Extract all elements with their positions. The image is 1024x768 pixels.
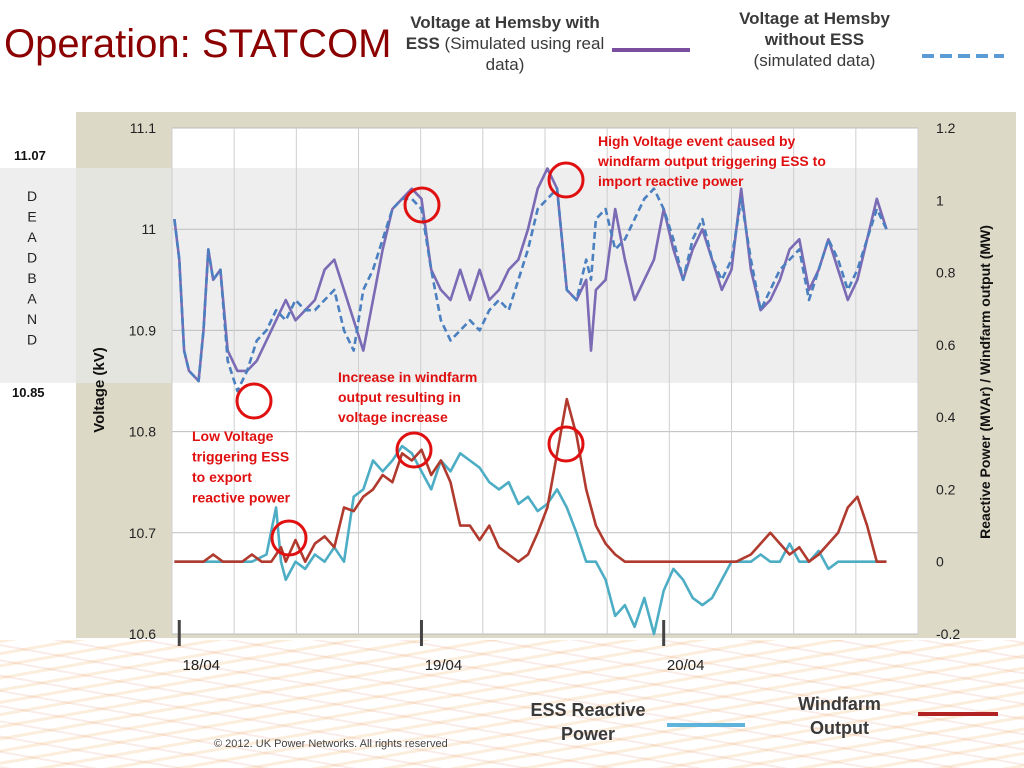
annotation-line: output resulting in bbox=[338, 389, 461, 405]
deadband-letter: N bbox=[27, 311, 37, 327]
annotation-high-voltage: High Voltage event caused by windfarm out… bbox=[597, 133, 826, 189]
annotation-low-voltage: Low Voltage triggering ESS to export reacti… bbox=[192, 428, 291, 506]
y2-tick-label: 0.6 bbox=[936, 337, 956, 353]
y-axis-label: Voltage (kV) bbox=[91, 347, 108, 433]
copyright: © 2012. UK Power Networks. All rights re… bbox=[214, 738, 448, 750]
annotation-line: High Voltage event caused by bbox=[598, 133, 796, 149]
annotation-line: reactive power bbox=[192, 490, 291, 506]
legend-ess-reactive: ESS Reactive Power bbox=[508, 698, 668, 746]
highlight-circle bbox=[547, 425, 585, 463]
legend-windfarm-label: Windfarm Output bbox=[798, 694, 881, 738]
legend-without-ess-title: Voltage at Hemsby without ESS bbox=[739, 9, 890, 49]
legend-with-ess: Voltage at Hemsby with ESS (Simulated us… bbox=[400, 12, 610, 75]
annotation-line: import reactive power bbox=[598, 173, 744, 189]
x-tick-label: 20/04 bbox=[667, 657, 705, 674]
deadband-letter: D bbox=[27, 250, 37, 266]
y-tick-label: 10.6 bbox=[129, 626, 156, 642]
y2-tick-label: 0 bbox=[936, 554, 944, 570]
deadband-upper: 11.07 bbox=[14, 148, 46, 163]
y2-tick-label: 0.8 bbox=[936, 265, 956, 281]
legend-windfarm: Windfarm Output bbox=[782, 692, 897, 740]
legend-without-ess-swatch bbox=[922, 54, 1004, 58]
legend-with-ess-note: (Simulated using real data) bbox=[444, 34, 605, 74]
deadband-letter: A bbox=[27, 291, 37, 307]
series-line-1 bbox=[173, 187, 888, 393]
legend-without-ess-note: (simulated data) bbox=[753, 51, 876, 70]
legend-ess-reactive-swatch bbox=[667, 723, 745, 727]
x-tick-label: 19/04 bbox=[425, 657, 463, 674]
series-line-2 bbox=[174, 444, 887, 636]
deadband-lower: 10.85 bbox=[12, 385, 45, 400]
legend-with-ess-swatch bbox=[612, 48, 690, 52]
annotation-line: voltage increase bbox=[338, 409, 448, 425]
y2-axis-label: Reactive Power (MVAr) / Windfarm output … bbox=[977, 225, 993, 539]
y-tick-label: 10.7 bbox=[129, 525, 156, 541]
legend-with-ess-title: Voltage at Hemsby with ESS bbox=[405, 13, 600, 53]
deadband-letter: A bbox=[27, 229, 37, 245]
tick-labels: 10.6 10.7 10.8 10.9 11 11.1 -0.2 0 0.2 0.4 0.6 0.8 1… bbox=[129, 120, 961, 674]
highlight-circle bbox=[235, 382, 273, 420]
y-tick-label: 11.1 bbox=[130, 120, 156, 136]
y2-tick-label: 0.2 bbox=[936, 481, 956, 497]
y-tick-label: 10.8 bbox=[129, 424, 156, 440]
slide-title: Operation: STATCOM bbox=[4, 22, 392, 66]
deadband-letter: D bbox=[27, 332, 37, 348]
highlight-circle bbox=[403, 186, 441, 224]
annotation-line: Low Voltage bbox=[192, 428, 274, 444]
annotation-increase-windfarm: Increase in windfarm output resulting in v… bbox=[338, 369, 477, 425]
annotation-markers bbox=[235, 161, 585, 557]
y2-tick-label: -0.2 bbox=[936, 626, 960, 642]
annotation-line: triggering ESS bbox=[192, 449, 289, 465]
highlight-circle bbox=[270, 519, 308, 557]
deadband-letter: D bbox=[27, 188, 37, 204]
annotation-line: windfarm output triggering ESS to bbox=[597, 153, 826, 169]
y-tick-label: 10.9 bbox=[129, 322, 156, 338]
deadband-letter: E bbox=[27, 209, 36, 225]
legend-windfarm-swatch bbox=[918, 712, 998, 716]
legend-without-ess: Voltage at Hemsby without ESS (simulated… bbox=[712, 8, 917, 71]
highlight-circle bbox=[547, 161, 585, 199]
y2-tick-label: 1 bbox=[936, 192, 944, 208]
x-tick-label: 18/04 bbox=[182, 657, 220, 674]
legend-ess-reactive-label: ESS Reactive Power bbox=[530, 700, 646, 744]
y2-tick-label: 0.4 bbox=[936, 409, 956, 425]
annotation-line: Increase in windfarm bbox=[338, 369, 477, 385]
deadband-letter: B bbox=[27, 270, 36, 286]
y-tick-label: 11 bbox=[141, 221, 156, 237]
series-line-3 bbox=[174, 397, 887, 563]
highlight-circle bbox=[395, 431, 433, 469]
annotation-line: to export bbox=[192, 469, 252, 485]
background-swoosh bbox=[0, 640, 1024, 768]
y2-tick-label: 1.2 bbox=[936, 120, 956, 136]
series-lines bbox=[173, 167, 888, 636]
